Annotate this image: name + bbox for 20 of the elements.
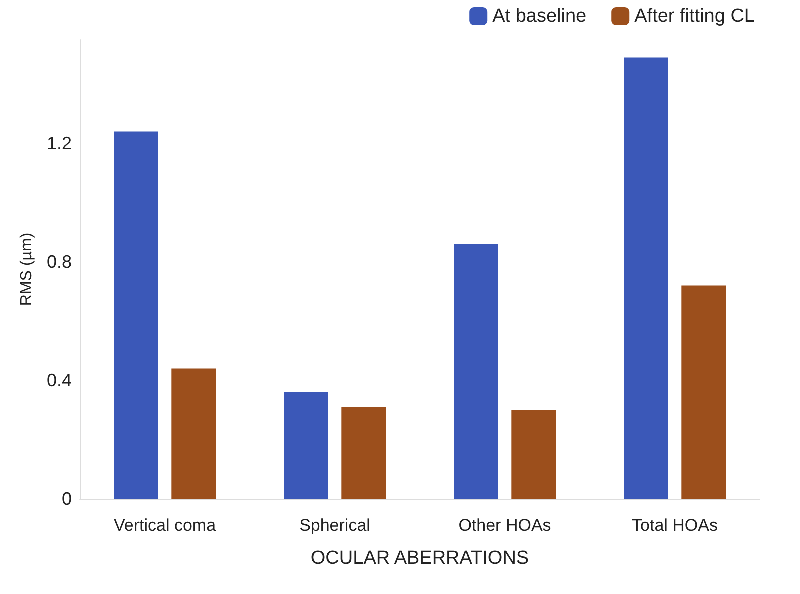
x-tick-label: Vertical coma bbox=[114, 516, 217, 535]
x-axis-title: OCULAR ABERRATIONS bbox=[310, 548, 530, 569]
x-tick-label: Other HOAs bbox=[458, 516, 552, 535]
bar bbox=[624, 58, 668, 499]
x-tick-label: Spherical bbox=[300, 516, 370, 535]
bar bbox=[682, 286, 726, 499]
x-tick-label: Total HOAs bbox=[632, 516, 718, 535]
y-tick-label: 0.8 bbox=[46, 252, 72, 272]
y-tick-label: 1.2 bbox=[46, 134, 72, 154]
y-tick-label: 0 bbox=[62, 489, 72, 509]
bar bbox=[454, 244, 498, 499]
bar bbox=[512, 410, 556, 499]
legend-label: After fitting CL bbox=[634, 6, 756, 27]
y-axis-title: RMS (µm) bbox=[18, 232, 36, 306]
y-tick-label: 0.4 bbox=[46, 370, 72, 391]
bar bbox=[172, 368, 216, 499]
bar bbox=[284, 392, 328, 499]
bar bbox=[342, 407, 386, 499]
bar bbox=[114, 132, 158, 499]
legend-label: At baseline bbox=[492, 6, 587, 27]
